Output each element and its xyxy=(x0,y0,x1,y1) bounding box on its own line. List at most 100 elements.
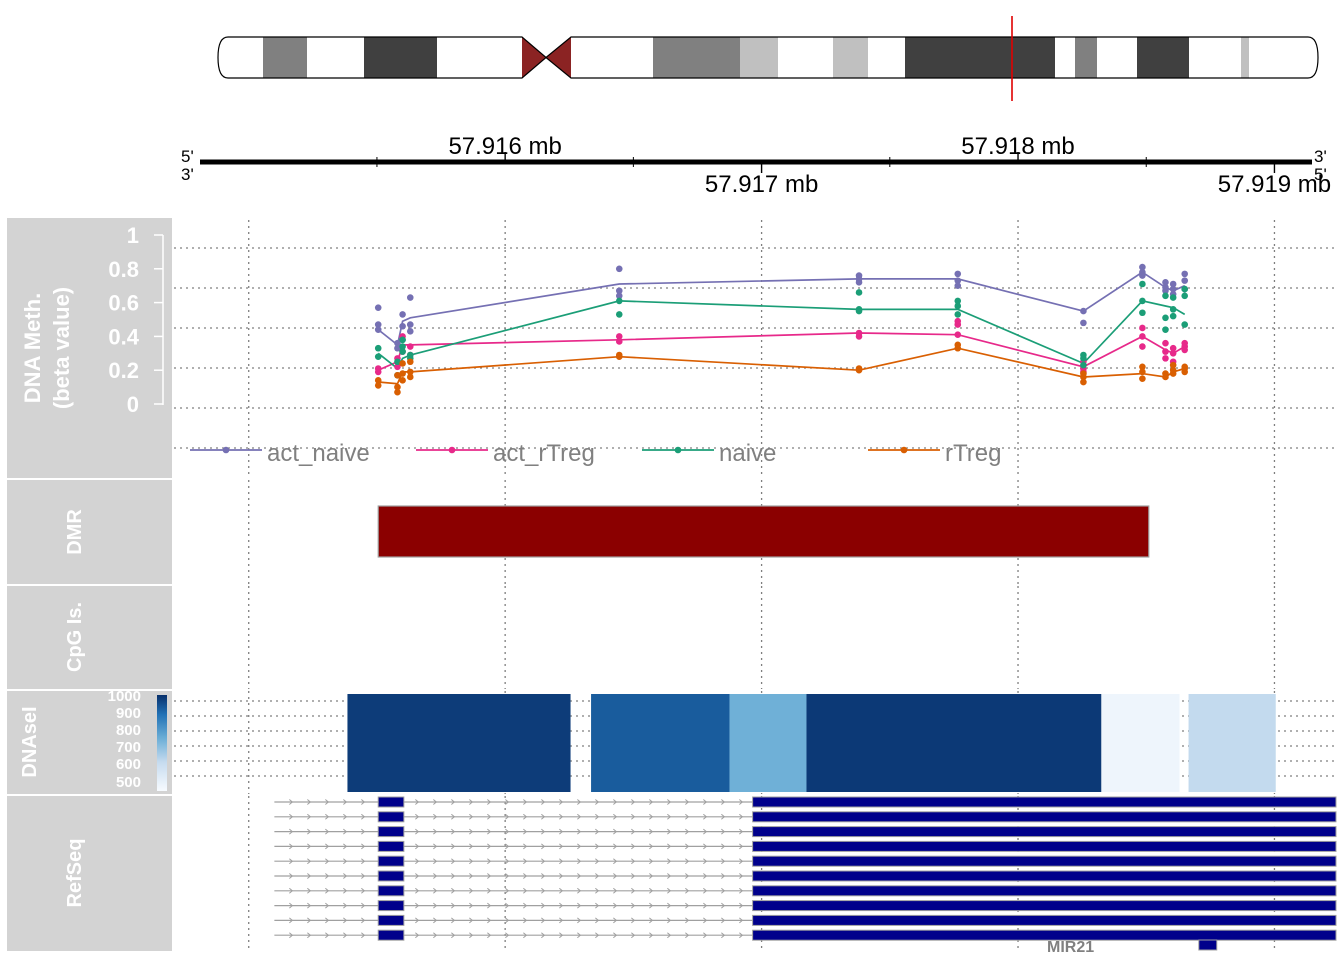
meth-point-act_rTreg-8-2 xyxy=(1139,343,1146,350)
meth-point-act_rTreg-10-0 xyxy=(1169,344,1177,352)
refseq-exon1-0 xyxy=(377,796,405,808)
refseq-strand-arrow-9-598 xyxy=(595,932,600,939)
refseq-strand-arrow-1-328 xyxy=(325,813,330,820)
refseq-strand-arrow-1-490 xyxy=(487,813,492,820)
refseq-strand-arrow-7-346 xyxy=(343,902,348,909)
refseq-strand-arrow-6-454 xyxy=(451,887,456,894)
refseq-strand-arrow-2-346 xyxy=(343,828,348,835)
refseq-strand-arrow-7-616 xyxy=(613,902,618,909)
refseq-strand-arrow-5-634 xyxy=(631,873,636,879)
meth-point-naive-10-2 xyxy=(1169,312,1177,320)
refseq-strand-arrow-9-364 xyxy=(361,932,366,939)
ideogram-band-15 xyxy=(1055,37,1075,78)
ideogram-band-21 xyxy=(1249,37,1316,78)
refseq-strand-arrow-1-562 xyxy=(559,813,564,820)
refseq-strand-arrow-6-634 xyxy=(631,887,636,894)
ideogram-band-18 xyxy=(1137,37,1189,78)
refseq-exon2-8 xyxy=(752,914,1337,926)
ideogram-band-12 xyxy=(868,37,905,78)
refseq-strand-arrow-9-328 xyxy=(325,932,330,939)
refseq-strand-arrow-5-742 xyxy=(739,873,744,879)
meth-point-rTreg-1-0 xyxy=(394,371,401,379)
meth-point-naive-6-2 xyxy=(954,311,962,318)
refseq-strand-arrow-3-454 xyxy=(451,843,456,850)
refseq-strand-arrow-9-616 xyxy=(613,932,618,939)
legend-label-naive: naive xyxy=(719,440,776,467)
refseq-strand-arrow-2-688 xyxy=(685,828,690,835)
meth-point-naive-6-1 xyxy=(954,302,962,310)
meth-point-act_rTreg-5-1 xyxy=(855,333,863,340)
dnase-legend-tick-0: 1000 xyxy=(108,688,141,705)
meth-point-rTreg-10-0 xyxy=(1169,361,1177,369)
refseq-strand-arrow-2-544 xyxy=(541,828,546,835)
refseq-strand-arrow-3-472 xyxy=(469,843,474,850)
refseq-strand-arrow-0-418 xyxy=(415,799,420,805)
meth-point-naive-10-1 xyxy=(1169,306,1177,313)
refseq-strand-arrow-5-508 xyxy=(505,873,510,879)
ideogram-band-19 xyxy=(1189,37,1241,78)
refseq-strand-arrow-1-454 xyxy=(451,813,456,820)
dnase-segment-5 xyxy=(1188,694,1276,792)
meth-y-axis: 0 0.2 0.4 0.6 0.8 1 xyxy=(108,223,164,417)
refseq-strand-arrow-3-364 xyxy=(361,843,366,850)
refseq-strand-arrow-2-418 xyxy=(415,828,420,835)
ideogram-band-10 xyxy=(778,37,833,78)
refseq-strand-arrow-7-724 xyxy=(721,902,726,909)
dnase-color-bar xyxy=(157,695,167,791)
refseq-strand-arrow-0-346 xyxy=(343,799,348,805)
refseq-strand-arrow-0-508 xyxy=(505,799,510,805)
meth-point-act_rTreg-1-1 xyxy=(394,363,401,371)
refseq-strand-arrow-4-346 xyxy=(343,858,348,865)
meth-point-act_naive-0-0 xyxy=(374,304,382,311)
dnase-legend-tick-4: 600 xyxy=(116,756,141,773)
meth-point-naive-8-0 xyxy=(1139,280,1146,288)
refseq-strand-arrow-2-526 xyxy=(523,828,528,835)
refseq-strand-arrow-6-346 xyxy=(343,887,348,894)
refseq-strand-arrow-3-742 xyxy=(739,843,744,850)
refseq-strand-arrow-5-706 xyxy=(703,873,708,879)
refseq-strand-arrow-8-706 xyxy=(703,917,708,924)
meth-point-rTreg-7-1 xyxy=(1080,373,1087,381)
refseq-strand-arrow-2-598 xyxy=(595,828,600,835)
refseq-exon1-8 xyxy=(377,914,405,926)
refseq-strand-arrow-6-598 xyxy=(595,887,600,894)
refseq-strand-arrow-0-364 xyxy=(361,799,366,805)
dnase-segment-2 xyxy=(729,694,807,792)
refseq-strand-arrow-0-616 xyxy=(613,799,618,805)
meth-point-act_naive-7-0 xyxy=(1080,307,1087,315)
refseq-strand-arrow-7-580 xyxy=(577,902,582,909)
genome-axis-tick-label-3: 57.919 mb xyxy=(1218,171,1331,198)
refseq-strand-arrow-6-526 xyxy=(523,887,528,894)
refseq-strand-arrow-5-472 xyxy=(469,873,474,879)
refseq-strand-arrow-9-580 xyxy=(577,932,582,939)
meth-y-tick-label-1: 0.2 xyxy=(108,358,139,383)
refseq-strand-arrow-9-670 xyxy=(667,932,672,939)
refseq-exon2-1 xyxy=(752,811,1337,823)
dnase-segment-3 xyxy=(806,694,1102,792)
refseq-strand-arrow-5-328 xyxy=(325,873,330,879)
meth-point-act_naive-6-1 xyxy=(954,277,962,284)
refseq-strand-arrow-3-616 xyxy=(613,843,618,850)
dnase-segment-1 xyxy=(591,694,730,792)
refseq-strand-arrow-0-634 xyxy=(631,799,636,805)
meth-line-rTreg xyxy=(378,347,1185,385)
refseq-strand-arrow-6-472 xyxy=(469,887,474,894)
refseq-strand-arrow-3-580 xyxy=(577,843,582,850)
meth-point-act_naive-10-1 xyxy=(1169,285,1177,293)
refseq-strand-arrow-5-310 xyxy=(307,873,312,879)
refseq-strand-arrow-2-670 xyxy=(667,828,672,835)
meth-point-naive-11-2 xyxy=(1181,321,1189,328)
refseq-strand-arrow-5-598 xyxy=(595,873,600,879)
refseq-strand-arrow-9-742 xyxy=(739,932,744,939)
refseq-strand-arrow-7-328 xyxy=(325,902,330,909)
ideogram-band-13 xyxy=(905,37,1005,78)
refseq-strand-arrow-1-292 xyxy=(289,813,294,820)
meth-point-act_naive-8-2 xyxy=(1139,272,1146,279)
refseq-strand-arrow-9-526 xyxy=(523,932,528,939)
legend-marker-rTreg xyxy=(900,446,908,454)
refseq-strand-arrow-1-670 xyxy=(667,813,672,820)
refseq-strand-arrow-4-454 xyxy=(451,858,456,865)
meth-point-naive-2-0 xyxy=(399,336,406,344)
